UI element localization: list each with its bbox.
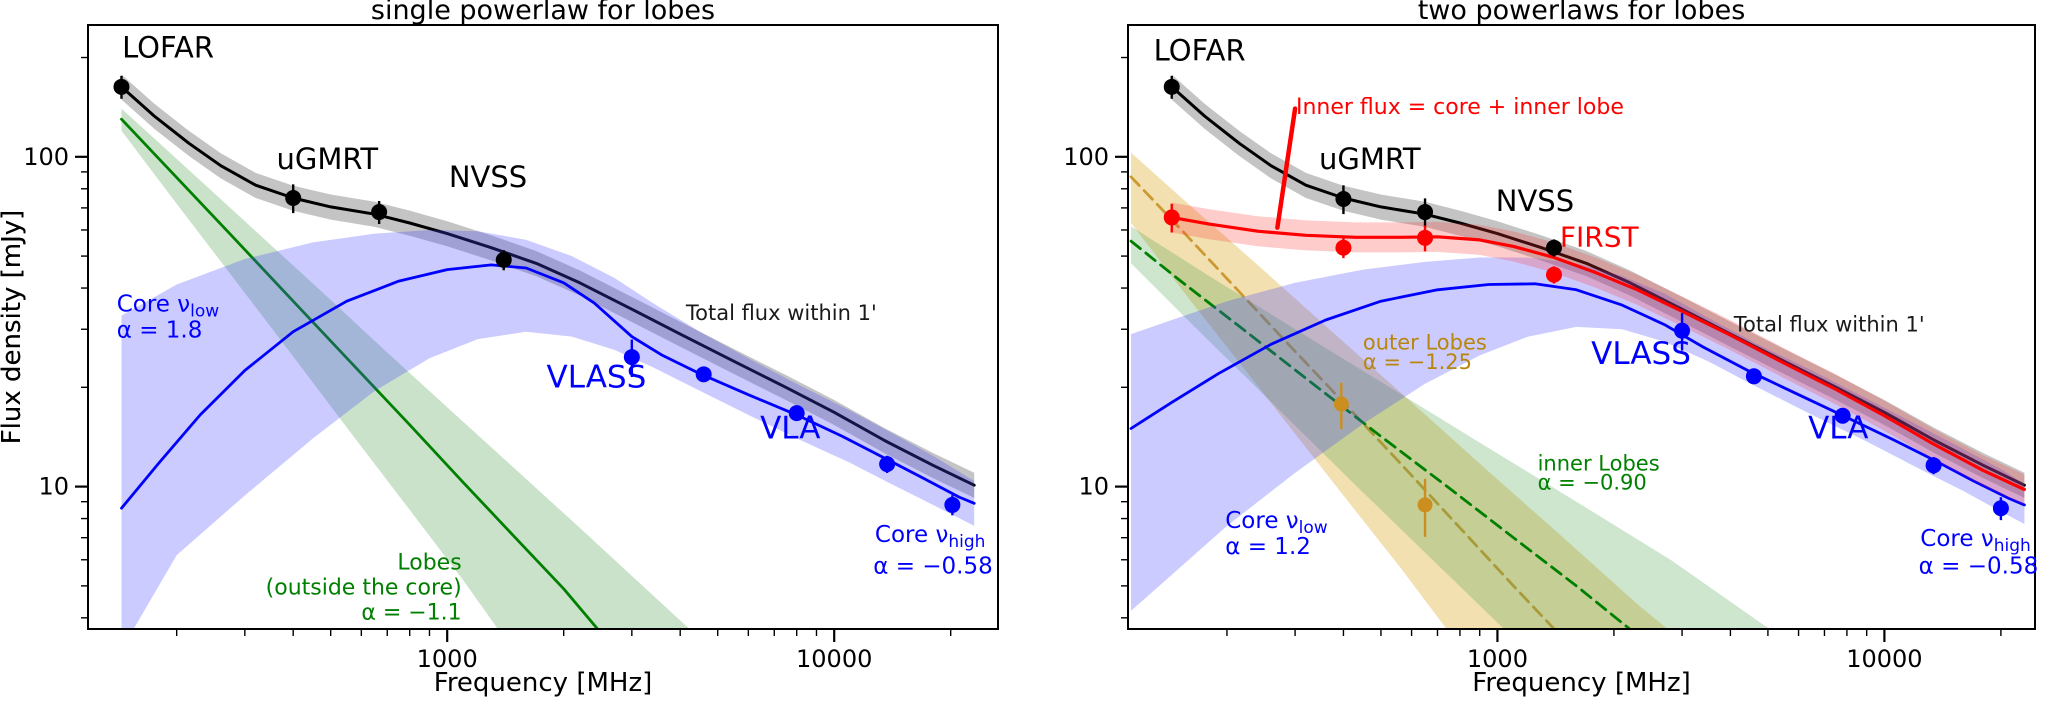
core-curve — [120, 263, 976, 510]
core-nu-low-label: Core νlow — [1225, 508, 1328, 538]
panel-single-powerlaw: 1000 10000 100 10 single powerlaw for lobes F… — [0, 0, 999, 698]
first-label: FIRST — [1560, 220, 1640, 253]
core-points-marker — [623, 349, 640, 366]
core-points-marker — [1992, 500, 2009, 517]
lobes-curve-uncertainty-band — [121, 108, 690, 629]
lobes-label-line1: Lobes — [397, 551, 461, 576]
inner-flux-points-marker — [1335, 239, 1352, 256]
x-tick-label: 10000 — [1846, 645, 1922, 673]
total-flux-points-marker — [495, 251, 512, 268]
core-nu-low-alpha: α = 1.2 — [1225, 534, 1311, 560]
nvss-label: NVSS — [1496, 184, 1574, 218]
y-tick-label: 10 — [38, 473, 69, 501]
core-nu-high-label: Core νhigh — [875, 522, 985, 552]
core-curve — [1129, 282, 2026, 507]
y-tick-label: 10 — [1078, 473, 1109, 501]
core-points-marker — [1925, 457, 1942, 474]
lofar-label: LOFAR — [122, 31, 214, 65]
outer-lobes-curve-uncertainty-band — [1131, 152, 1668, 629]
core-curve-uncertainty-band — [121, 230, 975, 629]
inner-flux-label: Inner flux = core + inner lobe — [1296, 95, 1624, 120]
core-nu-high-alpha: α = −0.58 — [873, 554, 993, 580]
ugmrt-label: uGMRT — [1319, 142, 1421, 176]
right-ylabel: Flux density [mJy] — [0, 210, 27, 445]
core-points-marker — [944, 496, 961, 513]
left-xlabel: Frequency [MHz] — [434, 668, 653, 698]
lobes-label-line2: (outside the core) — [266, 576, 462, 601]
total-flux-points-marker — [113, 78, 130, 95]
outer-lobes-points-marker — [1333, 396, 1349, 412]
total-flux-points-marker — [1163, 78, 1180, 95]
core-points-marker — [788, 405, 805, 422]
core-points-marker — [695, 366, 712, 383]
right-xlabel: Frequency [MHz] — [1472, 668, 1691, 698]
total-flux-points-marker — [371, 204, 388, 221]
inner-flux-points-marker — [1417, 229, 1434, 246]
total-flux-points-marker — [1417, 204, 1434, 221]
vla-label: VLA — [1808, 410, 1868, 446]
y-tick-label: 100 — [1063, 143, 1109, 171]
right-axes-spines — [1127, 24, 2036, 630]
total-flux-curve — [120, 85, 976, 487]
core-nu-low-label: Core νlow — [117, 291, 220, 321]
lofar-label: LOFAR — [1154, 33, 1246, 67]
inner-flux-points-marker — [1163, 209, 1180, 226]
x-tick-label: 1000 — [417, 645, 478, 673]
total-flux-label: Total flux within 1' — [1733, 313, 1925, 337]
core-points-marker — [1834, 407, 1851, 424]
core-nu-high-label: Core νhigh — [1920, 526, 2030, 556]
core-nu-low-alpha: α = 1.8 — [117, 318, 203, 344]
y-tick-label: 100 — [23, 143, 69, 171]
inner-lobes-label: inner Lobes — [1538, 451, 1660, 475]
core-points-marker — [879, 456, 896, 473]
core-points-marker — [1745, 368, 1762, 385]
ugmrt-label: uGMRT — [276, 142, 378, 176]
inner-flux-curve — [1170, 215, 2026, 492]
total-flux-points-marker — [285, 190, 302, 207]
core-nu-high-alpha: α = −0.58 — [1919, 554, 2039, 580]
outer-lobes-label: outer Lobes — [1363, 331, 1487, 355]
inner-lobes-curve — [1129, 239, 1632, 629]
left-ylabel: Flux density [mJy] — [0, 210, 27, 445]
nvss-label: NVSS — [449, 160, 527, 194]
inner-flux-points-marker — [1545, 266, 1562, 283]
total-flux-points-marker — [1335, 190, 1352, 207]
total-flux-curve — [1170, 85, 2026, 487]
core-curve-uncertainty-band — [1131, 257, 2025, 611]
left-axes-spines — [87, 24, 999, 630]
lobes-label-line3: α = −1.1 — [361, 601, 461, 626]
inner-lobes-curve-uncertainty-band — [1131, 226, 1770, 629]
right-plot-region — [1129, 74, 2026, 629]
core-points-marker — [1674, 322, 1691, 339]
total-flux-points-marker — [1545, 239, 1562, 256]
vlass-label: VLASS — [1591, 336, 1691, 372]
inner-flux-leader — [1275, 106, 1298, 230]
vla-label: VLA — [760, 410, 820, 446]
left-plot-region — [113, 74, 976, 629]
outer-lobes-points-marker — [1417, 497, 1433, 513]
inner-lobes-alpha: α = −0.90 — [1538, 470, 1647, 494]
total-flux-label: Total flux within 1' — [685, 301, 877, 325]
x-tick-label: 10000 — [796, 645, 872, 673]
vlass-label: VLASS — [547, 359, 647, 395]
lobes-curve — [120, 117, 600, 629]
left-title: single powerlaw for lobes — [371, 0, 715, 26]
x-tick-label: 1000 — [1467, 645, 1528, 673]
outer-lobes-alpha: α = −1.25 — [1363, 350, 1472, 374]
right-title: two powerlaws for lobes — [1418, 0, 1746, 26]
